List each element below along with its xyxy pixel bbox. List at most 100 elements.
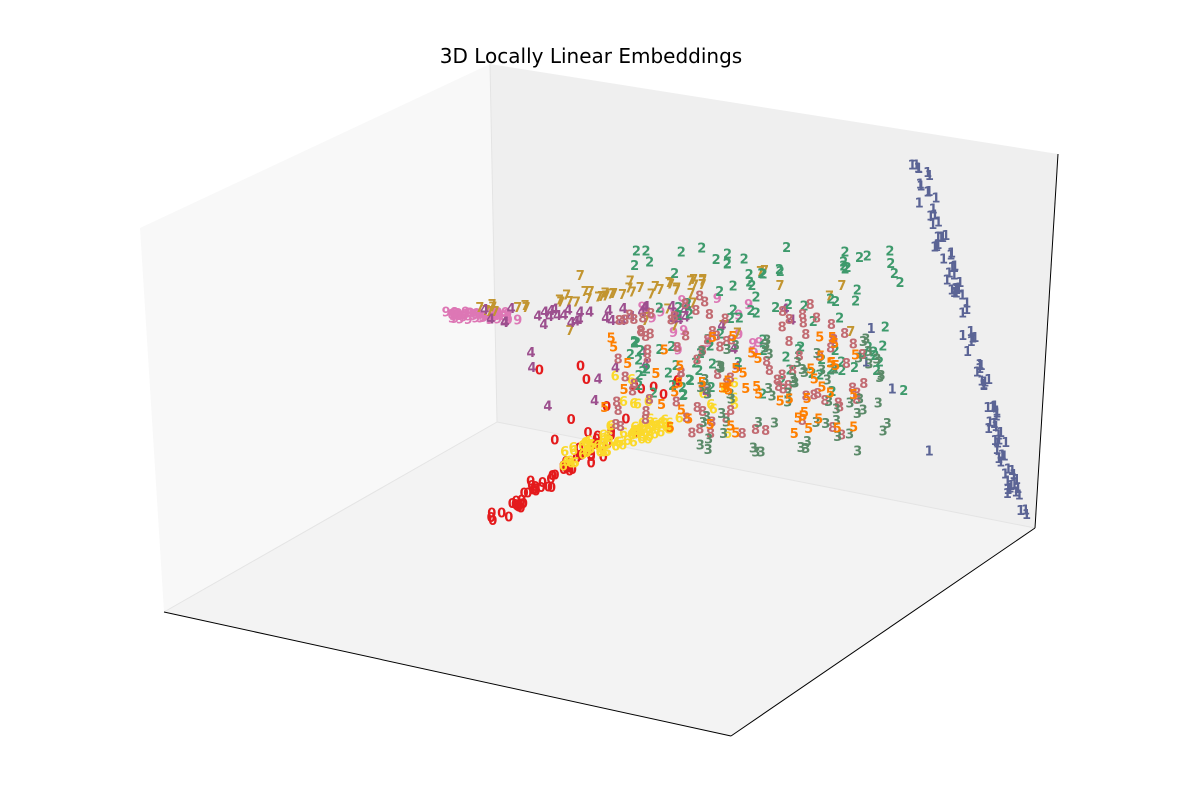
- point-digit-8: 8: [643, 352, 652, 367]
- point-digit-8: 8: [848, 381, 857, 396]
- point-digit-8: 8: [820, 394, 829, 409]
- point-digit-9: 9: [454, 308, 463, 323]
- point-digit-2: 2: [746, 304, 755, 319]
- point-digit-1: 1: [1003, 474, 1012, 489]
- point-digit-2: 2: [828, 385, 837, 400]
- point-digit-6: 6: [652, 419, 661, 434]
- point-digit-8: 8: [713, 368, 722, 383]
- point-digit-6: 6: [586, 442, 595, 457]
- point-digit-9: 9: [450, 312, 459, 327]
- point-digit-2: 2: [696, 347, 705, 362]
- point-digit-9: 9: [452, 309, 461, 324]
- point-digit-1: 1: [996, 456, 1005, 471]
- point-digit-3: 3: [793, 356, 802, 371]
- point-digit-3: 3: [879, 424, 888, 439]
- point-digit-2: 2: [826, 364, 835, 379]
- point-digit-3: 3: [762, 334, 771, 349]
- point-digit-0: 0: [516, 498, 525, 513]
- point-digit-2: 2: [745, 275, 754, 290]
- point-digit-0: 0: [519, 497, 528, 512]
- point-digit-0: 0: [576, 360, 585, 375]
- point-digit-7: 7: [672, 284, 681, 299]
- point-digit-8: 8: [765, 364, 774, 379]
- point-digit-1: 1: [991, 420, 1000, 435]
- point-digit-7: 7: [698, 273, 707, 288]
- point-digit-5: 5: [810, 373, 819, 388]
- point-digit-4: 4: [681, 311, 690, 326]
- point-digit-7: 7: [687, 287, 696, 302]
- point-digit-3: 3: [723, 343, 732, 358]
- point-digit-6: 6: [646, 418, 655, 433]
- point-digit-1: 1: [915, 196, 924, 211]
- point-digit-7: 7: [663, 302, 672, 317]
- point-digit-8: 8: [625, 308, 634, 323]
- point-digit-3: 3: [754, 416, 763, 431]
- z-axis-line: [1034, 153, 1059, 529]
- point-digit-9: 9: [513, 313, 522, 328]
- point-digit-0: 0: [597, 441, 606, 456]
- point-digit-2: 2: [632, 336, 641, 351]
- point-digit-8: 8: [676, 366, 685, 381]
- point-digit-3: 3: [770, 417, 779, 432]
- point-digit-2: 2: [723, 257, 732, 272]
- point-digit-0: 0: [520, 486, 529, 501]
- point-digit-6: 6: [661, 421, 670, 436]
- point-digit-2: 2: [636, 344, 645, 359]
- point-digit-5: 5: [675, 359, 684, 374]
- point-digit-6: 6: [723, 427, 732, 442]
- point-digit-8: 8: [761, 424, 770, 439]
- point-digit-3: 3: [798, 363, 807, 378]
- point-digit-9: 9: [485, 313, 494, 328]
- point-digit-8: 8: [670, 310, 679, 325]
- point-digit-8: 8: [707, 415, 716, 430]
- point-digit-9: 9: [640, 304, 649, 319]
- point-digit-3: 3: [697, 345, 706, 360]
- point-digit-5: 5: [785, 393, 794, 408]
- point-digit-8: 8: [638, 312, 647, 327]
- point-digit-3: 3: [757, 446, 766, 461]
- point-digit-6: 6: [595, 445, 604, 460]
- point-digit-2: 2: [878, 340, 887, 355]
- point-digit-2: 2: [723, 257, 732, 272]
- point-digit-3: 3: [751, 446, 760, 461]
- point-digit-1: 1: [958, 288, 967, 303]
- point-digit-1: 1: [994, 452, 1003, 467]
- point-digit-6: 6: [615, 435, 624, 450]
- point-digit-2: 2: [751, 291, 760, 306]
- point-digit-4: 4: [559, 308, 568, 323]
- point-digit-4: 4: [683, 300, 692, 315]
- point-digit-7: 7: [513, 301, 522, 316]
- point-digit-4: 4: [585, 306, 594, 321]
- point-digit-1: 1: [1022, 508, 1031, 523]
- point-digit-2: 2: [863, 249, 872, 264]
- point-digit-7: 7: [491, 305, 500, 320]
- point-digit-6: 6: [650, 416, 659, 431]
- point-digit-1: 1: [992, 443, 1001, 458]
- point-digit-5: 5: [752, 380, 761, 395]
- point-digit-8: 8: [727, 333, 736, 348]
- point-digit-5: 5: [600, 401, 609, 416]
- point-digit-1: 1: [998, 448, 1007, 463]
- point-digit-8: 8: [785, 313, 794, 328]
- point-digit-9: 9: [464, 313, 473, 328]
- point-digit-8: 8: [672, 396, 681, 411]
- point-digit-2: 2: [667, 340, 676, 355]
- point-digit-9: 9: [469, 309, 478, 324]
- point-digit-3: 3: [861, 333, 870, 348]
- point-digit-6: 6: [629, 436, 638, 451]
- point-digit-8: 8: [815, 350, 824, 365]
- point-digit-4: 4: [611, 361, 620, 376]
- point-digit-5: 5: [790, 427, 799, 442]
- pane-edges: [163, 63, 1036, 613]
- point-digit-1: 1: [977, 359, 986, 374]
- point-digit-0: 0: [516, 501, 525, 516]
- point-digit-9: 9: [501, 306, 510, 321]
- point-digit-8: 8: [629, 313, 638, 328]
- point-digit-2: 2: [775, 263, 784, 278]
- point-digit-0: 0: [568, 463, 577, 478]
- point-digit-3: 3: [717, 407, 726, 422]
- point-digit-1: 1: [914, 162, 923, 177]
- point-digit-8: 8: [722, 335, 731, 350]
- point-digit-3: 3: [696, 439, 705, 454]
